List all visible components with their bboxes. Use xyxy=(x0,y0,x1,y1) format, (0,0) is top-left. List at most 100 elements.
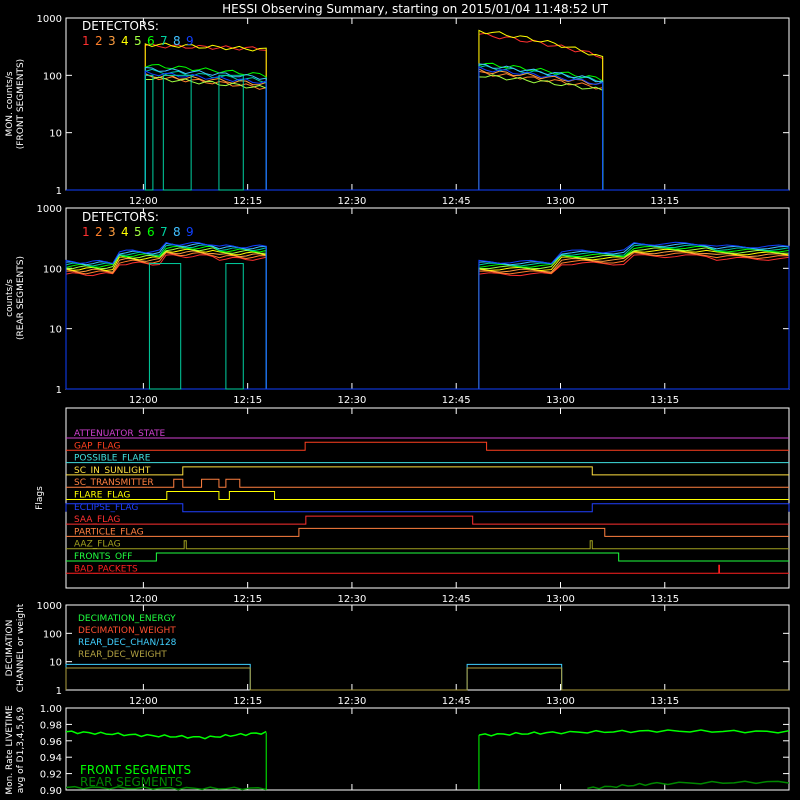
legend-detector-3: 3 xyxy=(108,34,116,48)
y-tick-label: 1 xyxy=(56,385,62,396)
decimation-legend-1: DECIMATION_WEIGHT xyxy=(78,626,176,636)
legend-detector-2: 2 xyxy=(95,225,103,239)
front-series-det-4 xyxy=(144,29,604,190)
legend-detector-4: 4 xyxy=(121,34,129,48)
y-tick-label: 1000 xyxy=(37,14,62,25)
x-tick-label: 12:30 xyxy=(338,696,367,707)
rear-series-group xyxy=(65,241,790,390)
legend-detector-9: 9 xyxy=(186,225,194,239)
rear-series-det-2 xyxy=(65,252,790,389)
flags-group: ATTENUATOR_STATE GAP_FLAG POSSIBLE_FLARE SC… xyxy=(65,429,790,574)
legend-detector-1: 1 xyxy=(82,34,90,48)
flag-label-fronts_off: FRONTS_OFF xyxy=(74,552,132,562)
rear-series-det-1 xyxy=(65,254,790,389)
front-series-det-7 xyxy=(144,65,604,190)
x-tick-label: 12:15 xyxy=(233,696,262,707)
legend-detector-5: 5 xyxy=(134,225,142,239)
x-tick-label: 13:00 xyxy=(546,696,575,707)
decimation-legend-3: REAR_DEC_WEIGHT xyxy=(78,650,167,660)
y-tick-label: 100 xyxy=(43,629,62,640)
flag-line-sc_in_sunlight xyxy=(66,466,789,476)
rear-series-det-9 xyxy=(65,241,790,389)
flag-line-flare_flag xyxy=(66,491,789,500)
x-tick-label: 12:30 xyxy=(338,395,367,406)
rear-series-det-4 xyxy=(65,248,790,389)
x-tick-label: 12:15 xyxy=(233,594,262,605)
flag-label-possible_flare: POSSIBLE_FLARE xyxy=(74,454,151,464)
front-series-det-8 xyxy=(144,63,604,190)
decimation-ylabel-line2: CHANNEL or weight xyxy=(16,603,26,692)
flag-line-bad_packets xyxy=(66,564,789,574)
rear-series-det-7 xyxy=(65,244,790,389)
flag-line-aaz_flag xyxy=(66,540,789,550)
livetime-rear-seg-1 xyxy=(587,780,790,790)
livetime-yticks: 0.90 0.92 0.94 0.96 0.98 1.00 xyxy=(40,704,789,797)
livetime-rear-label: REAR SEGMENTS xyxy=(80,775,183,789)
y-tick-label: 1000 xyxy=(37,204,62,215)
rear-legend-title: DETECTORS: xyxy=(82,210,159,224)
x-tick-label: 13:00 xyxy=(546,196,575,207)
front-series-group xyxy=(66,29,789,191)
decimation-series-rear-dec-weight xyxy=(65,667,789,691)
rear-det7-dropout xyxy=(148,263,182,390)
legend-detector-5: 5 xyxy=(134,34,142,48)
livetime-panel: 0.90 0.92 0.94 0.96 0.98 1.00 Mon. Rate LIVET… xyxy=(5,704,790,797)
decimation-xticks: 12:00 12:15 12:30 12:45 13:00 13:15 xyxy=(129,605,679,707)
x-tick-label: 12:15 xyxy=(233,395,262,406)
decimation-legend: DECIMATION_ENERGY DECIMATION_WEIGHT REAR_D… xyxy=(78,614,177,660)
legend-detector-8: 8 xyxy=(173,225,181,239)
flag-line-sc_transmitter xyxy=(66,478,789,488)
flag-label-gap_flag: GAP_FLAG xyxy=(74,441,120,451)
decimation-legend-2: REAR_DEC_CHAN/128 xyxy=(78,638,177,648)
x-tick-label: 12:45 xyxy=(442,196,471,207)
livetime-ylabel-line1: Mon. Rate LIVETIME xyxy=(5,705,15,795)
flag-label-saa_flag: SAA_FLAG xyxy=(74,515,120,525)
x-tick-label: 12:00 xyxy=(129,594,158,605)
y-tick-label: 10 xyxy=(49,658,62,669)
decimation-legend-0: DECIMATION_ENERGY xyxy=(78,614,176,624)
flag-line-fronts_off xyxy=(66,552,789,562)
flag-line-gap_flag xyxy=(66,441,789,451)
x-tick-label: 13:00 xyxy=(546,594,575,605)
legend-detector-1: 1 xyxy=(82,225,90,239)
flag-label-aaz_flag: AAZ_FLAG xyxy=(74,540,121,550)
legend-detector-8: 8 xyxy=(173,34,181,48)
flag-label-eclipse_flag: ECLIPSE_FLAG xyxy=(74,503,138,513)
front-ylabel-line1: MON. counts/s xyxy=(5,71,15,136)
flags-ylabel: Flags xyxy=(35,486,45,510)
livetime-rear-seg-0 xyxy=(65,785,267,791)
x-tick-label: 12:45 xyxy=(442,594,471,605)
front-panel: 1 10 100 1000 12:00 12:15 12:30 12:45 13:00 13:1… xyxy=(5,14,790,207)
livetime-plot-frame xyxy=(65,707,790,791)
x-tick-label: 12:00 xyxy=(129,196,158,207)
flag-label-particle_flag: PARTICLE_FLAG xyxy=(74,527,144,537)
rear-series-det-5 xyxy=(65,247,790,389)
flags-xticks: 12:00 12:15 12:30 12:45 13:00 13:15 xyxy=(129,408,679,605)
livetime-y-tick-label: 0.96 xyxy=(40,737,62,748)
flag-label-sc_in_sunlight: SC_IN_SUNLIGHT xyxy=(74,466,151,476)
y-tick-label: 1000 xyxy=(37,601,62,612)
rear-det7-dropout xyxy=(225,263,244,390)
x-tick-label: 12:15 xyxy=(233,196,262,207)
rear-series-det-3 xyxy=(65,250,790,389)
rear-ylabel-line1: counts/s xyxy=(5,279,15,317)
x-tick-label: 12:45 xyxy=(442,696,471,707)
legend-detector-7: 7 xyxy=(160,225,168,239)
livetime-series-group xyxy=(65,729,790,791)
front-series-det-5 xyxy=(144,74,604,190)
y-tick-label: 100 xyxy=(43,71,62,82)
x-tick-label: 13:15 xyxy=(650,594,679,605)
x-tick-label: 12:45 xyxy=(442,395,471,406)
front-series-det-3 xyxy=(144,68,604,190)
flag-line-eclipse_flag xyxy=(65,503,790,513)
livetime-y-tick-label: 0.92 xyxy=(40,770,62,781)
flag-line-particle_flag xyxy=(66,527,789,537)
livetime-front-seg-0 xyxy=(65,730,267,740)
y-tick-label: 1 xyxy=(56,186,62,197)
y-tick-label: 10 xyxy=(49,129,62,140)
front-series-det-2 xyxy=(144,70,604,190)
decimation-series-group xyxy=(65,663,789,691)
livetime-y-tick-label: 0.98 xyxy=(40,720,62,731)
